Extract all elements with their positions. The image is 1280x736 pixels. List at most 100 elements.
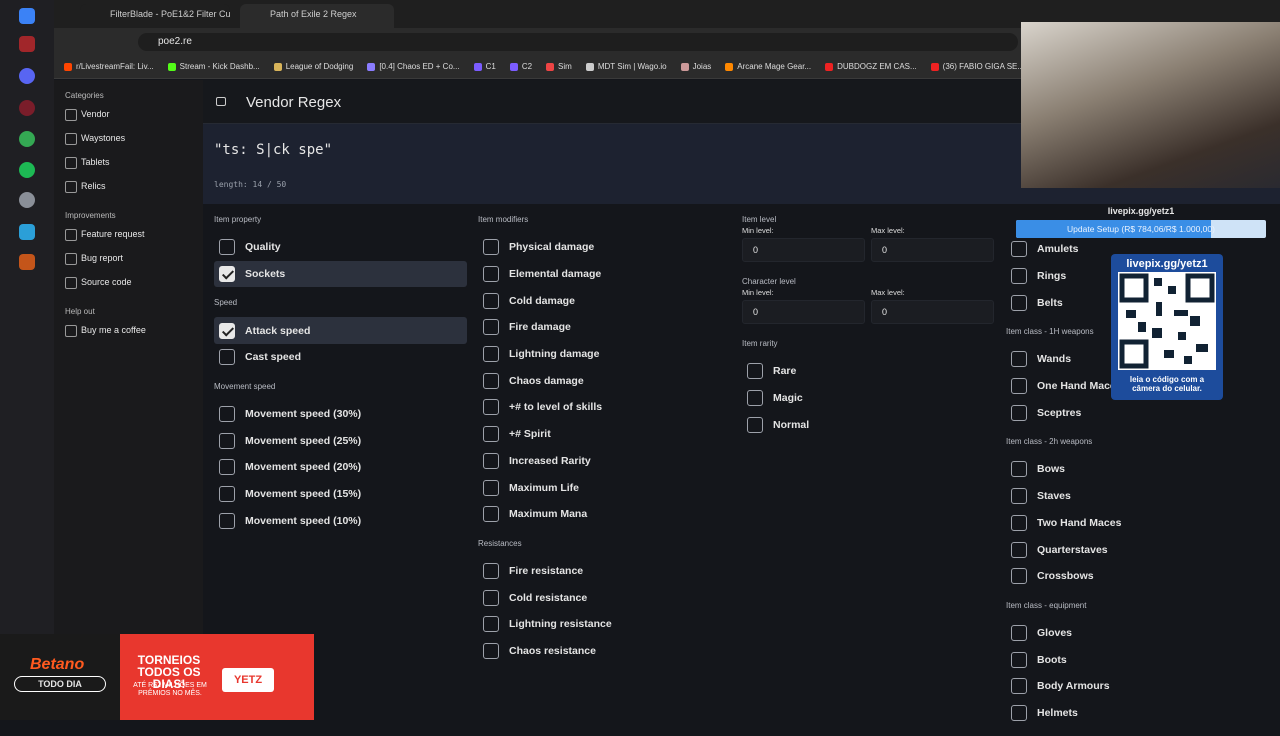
checkbox[interactable] xyxy=(1011,404,1027,421)
bookmark[interactable]: League of Dodging xyxy=(273,62,353,71)
checkbox-option[interactable]: Staves xyxy=(1006,483,1259,510)
checkbox[interactable] xyxy=(747,390,763,407)
checkbox[interactable] xyxy=(1011,488,1027,505)
checkbox-option[interactable]: Sceptres xyxy=(1006,399,1259,426)
bookmark[interactable]: MDT Sim | Wago.io xyxy=(585,62,667,71)
bookmark[interactable]: Joias xyxy=(680,62,711,71)
checkbox[interactable] xyxy=(1011,624,1027,641)
checkbox-option[interactable]: +# Spirit xyxy=(478,421,731,448)
checkbox-option[interactable]: Normal xyxy=(742,411,995,438)
checkbox[interactable] xyxy=(1011,461,1027,478)
checkbox-option[interactable]: +# to level of skills xyxy=(478,394,731,421)
checkbox-option[interactable]: Increased Rarity xyxy=(478,448,731,475)
sidebar-link[interactable]: Tablets xyxy=(65,155,203,179)
checkbox-checked[interactable] xyxy=(219,266,235,283)
checkbox[interactable] xyxy=(1011,651,1027,668)
bookmark[interactable]: Arcane Mage Gear... xyxy=(725,62,811,71)
sidebar-link[interactable]: Feature request xyxy=(65,227,203,251)
checkbox-option[interactable]: Movement speed (10%) xyxy=(214,508,467,535)
checkbox-checked[interactable] xyxy=(219,322,235,339)
app-icon[interactable] xyxy=(19,192,35,208)
bookmark[interactable]: DUBDOGZ EM CAS... xyxy=(825,62,917,71)
sidebar-toggle[interactable] xyxy=(216,97,226,106)
checkbox-option[interactable]: Helmets xyxy=(1006,700,1259,727)
checkbox-option[interactable]: Cold damage xyxy=(478,287,731,314)
app-icon[interactable] xyxy=(19,68,35,84)
checkbox-option[interactable]: Magic xyxy=(742,385,995,412)
checkbox[interactable] xyxy=(1011,268,1027,285)
checkbox-option[interactable]: Sockets xyxy=(214,260,467,288)
checkbox-option[interactable]: Movement speed (30%) xyxy=(214,401,467,428)
checkbox-option[interactable]: Rare xyxy=(742,358,995,385)
checkbox[interactable] xyxy=(483,562,499,579)
sidebar-link[interactable]: Buy me a coffee xyxy=(65,323,203,347)
checkbox-option[interactable]: Belts xyxy=(1006,289,1259,316)
bookmark[interactable]: Stream - Kick Dashb... xyxy=(167,62,260,71)
checkbox[interactable] xyxy=(483,239,499,256)
checkbox[interactable] xyxy=(483,452,499,469)
checkbox-option[interactable]: Rings xyxy=(1006,263,1259,290)
app-icon[interactable] xyxy=(19,224,35,240)
checkbox-option[interactable]: Cast speed xyxy=(214,344,467,371)
sidebar-link[interactable]: Bug report xyxy=(65,251,203,275)
number-input[interactable]: 0 xyxy=(871,300,994,324)
checkbox[interactable] xyxy=(219,512,235,529)
checkbox-option[interactable]: Gloves xyxy=(1006,620,1259,647)
checkbox-option[interactable]: Lightning resistance xyxy=(478,611,731,638)
checkbox-option[interactable]: Quality xyxy=(214,234,467,261)
checkbox[interactable] xyxy=(1011,514,1027,531)
checkbox[interactable] xyxy=(1011,678,1027,695)
checkbox[interactable] xyxy=(483,319,499,336)
checkbox[interactable] xyxy=(1011,294,1027,311)
checkbox-option[interactable]: Chaos damage xyxy=(478,367,731,394)
app-icon[interactable] xyxy=(19,162,35,178)
checkbox-option[interactable]: Physical damage xyxy=(478,234,731,261)
checkbox[interactable] xyxy=(483,426,499,443)
checkbox-option[interactable]: Elemental damage xyxy=(478,261,731,288)
number-input[interactable]: 0 xyxy=(742,300,865,324)
url-field[interactable]: poe2.re xyxy=(138,33,1018,51)
checkbox[interactable] xyxy=(219,486,235,503)
checkbox[interactable] xyxy=(747,416,763,433)
checkbox[interactable] xyxy=(1011,541,1027,558)
sidebar-link[interactable]: Vendor xyxy=(65,107,203,131)
checkbox[interactable] xyxy=(483,616,499,633)
checkbox[interactable] xyxy=(1011,351,1027,368)
start-icon[interactable] xyxy=(19,8,35,24)
sidebar-link[interactable]: Waystones xyxy=(65,131,203,155)
checkbox-option[interactable]: Boots xyxy=(1006,646,1259,673)
checkbox[interactable] xyxy=(219,406,235,423)
checkbox-option[interactable]: Quarterstaves xyxy=(1006,536,1259,563)
checkbox-option[interactable]: Fire damage xyxy=(478,314,731,341)
checkbox-option[interactable]: Fire resistance xyxy=(478,558,731,585)
bookmark[interactable]: C1 xyxy=(473,62,496,71)
checkbox-option[interactable]: Crossbows xyxy=(1006,563,1259,590)
checkbox[interactable] xyxy=(219,349,235,366)
checkbox-option[interactable]: Cold resistance xyxy=(478,584,731,611)
checkbox-option[interactable]: Movement speed (25%) xyxy=(214,427,467,454)
number-input[interactable]: 0 xyxy=(742,238,865,262)
checkbox[interactable] xyxy=(483,266,499,283)
sidebar-link[interactable]: Relics xyxy=(65,179,203,203)
bookmark[interactable]: r/LivestreamFail: Liv... xyxy=(64,62,154,71)
checkbox[interactable] xyxy=(483,399,499,416)
checkbox[interactable] xyxy=(483,292,499,309)
checkbox-option[interactable]: Chaos resistance xyxy=(478,638,731,665)
sidebar-link[interactable]: Source code xyxy=(65,275,203,299)
checkbox-option[interactable]: Maximum Mana xyxy=(478,501,731,528)
checkbox[interactable] xyxy=(483,346,499,363)
regex-output[interactable]: "ts: S|ck spe" xyxy=(214,142,333,158)
checkbox[interactable] xyxy=(483,372,499,389)
app-icon[interactable] xyxy=(19,131,35,147)
checkbox-option[interactable]: Wands xyxy=(1006,346,1259,373)
checkbox-option[interactable]: Attack speed xyxy=(214,317,467,345)
browser-tab-active[interactable]: Path of Exile 2 Regex xyxy=(240,4,394,28)
number-input[interactable]: 0 xyxy=(871,238,994,262)
checkbox-option[interactable]: Body Armours xyxy=(1006,673,1259,700)
ad-banner[interactable]: Betano TODO DIA TORNEIOS TODOS OS DIAS! … xyxy=(0,634,314,720)
checkbox[interactable] xyxy=(219,432,235,449)
checkbox-option[interactable]: Two Hand Maces xyxy=(1006,510,1259,537)
checkbox-option[interactable]: Maximum Life xyxy=(478,474,731,501)
browser-tab[interactable]: FilterBlade - PoE1&2 Filter Cust xyxy=(80,4,230,28)
checkbox-option[interactable]: One Hand Maces xyxy=(1006,373,1259,400)
